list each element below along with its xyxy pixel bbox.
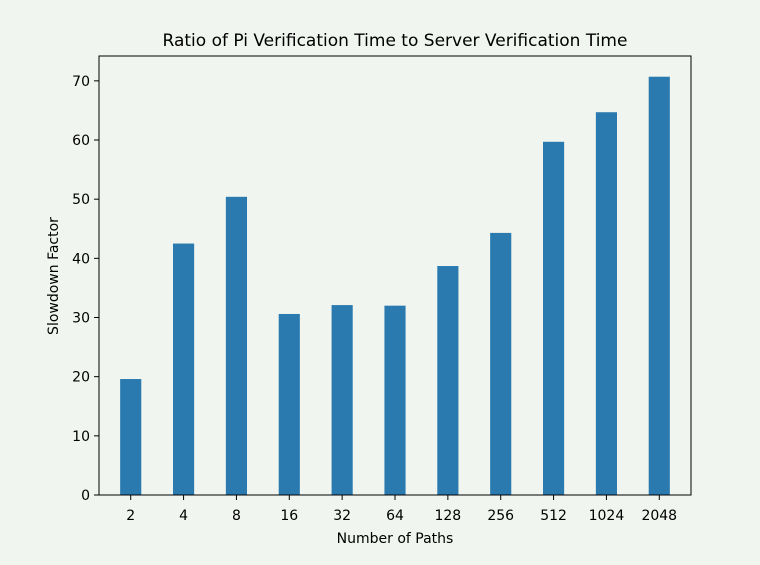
bar-256 (490, 232, 512, 495)
x-tick-label: 2048 (641, 508, 677, 524)
bar-8 (225, 196, 247, 495)
bar-64 (384, 305, 406, 495)
bars-group (120, 76, 670, 496)
x-tick-label: 512 (540, 508, 567, 524)
bar-16 (278, 313, 300, 495)
x-axis-ticks: 2 4 8 16 32 64 128 256 512 1024 2048 (126, 495, 677, 524)
bar-2 (120, 379, 142, 495)
x-tick-label: 32 (333, 508, 351, 524)
bar-32 (331, 305, 353, 495)
bar-1024 (595, 112, 617, 496)
chart-title: Ratio of Pi Verification Time to Server … (163, 31, 628, 51)
x-tick-label: 1024 (589, 508, 625, 524)
bar-512 (543, 141, 565, 496)
y-tick-label: 0 (81, 488, 90, 504)
x-tick-label: 256 (487, 508, 514, 524)
x-tick-label: 128 (434, 508, 461, 524)
y-tick-label: 50 (72, 192, 90, 208)
x-tick-label: 2 (126, 508, 135, 524)
x-tick-label: 8 (232, 508, 241, 524)
x-axis-label: Number of Paths (337, 531, 454, 547)
y-tick-label: 30 (72, 311, 90, 327)
y-tick-label: 60 (72, 133, 90, 149)
y-axis-ticks: 0 10 20 30 40 50 60 70 (72, 74, 99, 504)
y-tick-label: 20 (72, 370, 90, 386)
bar-2048 (648, 76, 670, 496)
x-tick-label: 64 (386, 508, 404, 524)
bar-4 (173, 243, 195, 495)
x-tick-label: 4 (179, 508, 188, 524)
y-tick-label: 10 (72, 429, 90, 445)
bar-128 (437, 266, 459, 495)
y-axis-label: Slowdown Factor (46, 217, 62, 335)
y-tick-label: 70 (72, 74, 90, 90)
x-tick-label: 16 (280, 508, 298, 524)
y-tick-label: 40 (72, 251, 90, 267)
